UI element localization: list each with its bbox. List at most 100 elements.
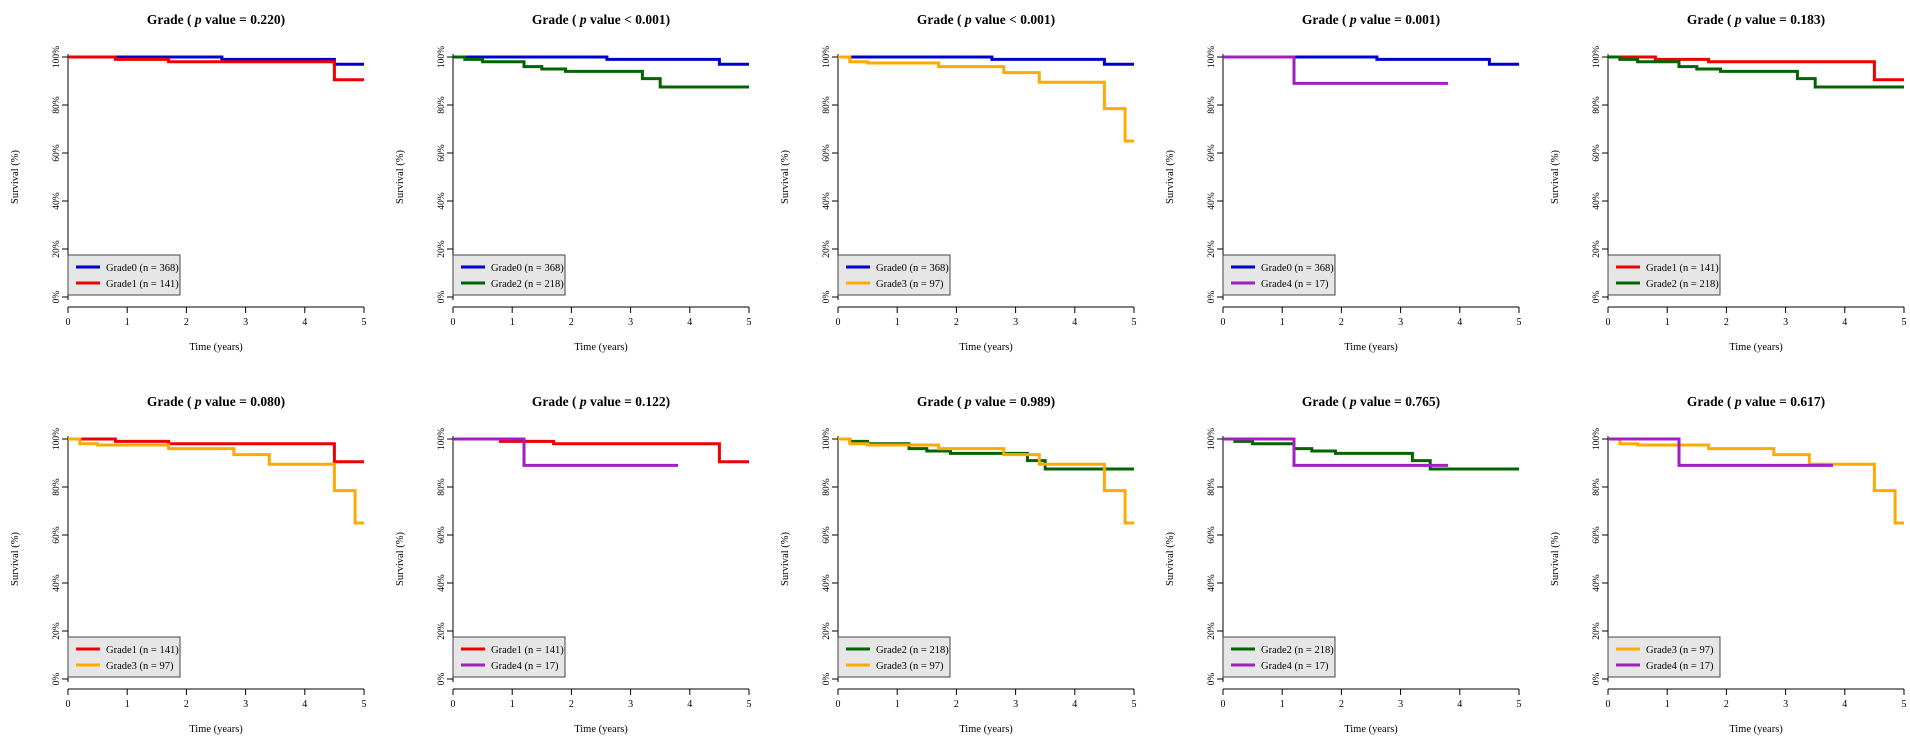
legend-label: Grade4 (n = 17) xyxy=(1261,279,1329,290)
y-tick-label: 40% xyxy=(52,574,62,592)
y-tick-label: 20% xyxy=(1592,622,1602,640)
legend-label: Grade0 (n = 368) xyxy=(1261,263,1334,274)
title-p-italic: p xyxy=(1734,394,1742,409)
title-prefix: Grade ( xyxy=(532,394,580,409)
x-axis-label: Time (years) xyxy=(1729,342,1783,353)
y-tick-label: 100% xyxy=(1207,428,1217,450)
y-tick-label: 20% xyxy=(52,622,62,640)
km-panel-10: Grade ( p value = 0.617)0%20%40%60%80%10… xyxy=(1550,394,1907,735)
x-tick-label: 5 xyxy=(1517,317,1522,328)
y-tick-label: 100% xyxy=(52,428,62,450)
title-suffix: value < 0.001) xyxy=(587,12,670,27)
chart-title: Grade ( p value < 0.001) xyxy=(917,12,1055,27)
title-suffix: value = 0.122) xyxy=(587,394,670,409)
y-tick-label: 80% xyxy=(822,96,832,114)
x-tick-label: 1 xyxy=(510,317,515,328)
x-tick-label: 3 xyxy=(1398,317,1403,328)
x-tick-label: 1 xyxy=(125,699,130,710)
x-tick-label: 0 xyxy=(451,699,456,710)
y-tick-label: 20% xyxy=(822,240,832,258)
title-p-italic: p xyxy=(579,12,587,27)
survival-curve-grade4 xyxy=(453,437,678,467)
x-tick-label: 4 xyxy=(1072,699,1077,710)
title-prefix: Grade ( xyxy=(147,12,195,27)
survival-curve-grade0 xyxy=(1223,55,1519,66)
x-axis-label: Time (years) xyxy=(189,724,243,735)
legend-label: Grade4 (n = 17) xyxy=(1646,661,1714,672)
y-axis-label: Survival (%) xyxy=(395,532,406,586)
survival-curve-grade2 xyxy=(453,55,749,89)
y-tick-label: 40% xyxy=(822,192,832,210)
x-tick-label: 0 xyxy=(1221,699,1226,710)
chart-title: Grade ( p value = 0.080) xyxy=(147,394,285,409)
title-suffix: value < 0.001) xyxy=(972,12,1055,27)
km-panel-5: Grade ( p value = 0.183)0%20%40%60%80%10… xyxy=(1550,12,1907,353)
chart-title: Grade ( p value = 0.183) xyxy=(1687,12,1825,27)
legend-box xyxy=(1607,636,1721,678)
x-tick-label: 2 xyxy=(1339,317,1344,328)
legend-label: Grade2 (n = 218) xyxy=(1261,645,1334,656)
x-tick-label: 2 xyxy=(569,699,574,710)
x-tick-label: 1 xyxy=(1280,317,1285,328)
y-tick-label: 60% xyxy=(437,144,447,162)
y-axis-label: Survival (%) xyxy=(395,150,406,204)
y-tick-label: 100% xyxy=(822,46,832,68)
y-tick-label: 0% xyxy=(1592,291,1602,304)
x-tick-label: 3 xyxy=(1398,699,1403,710)
x-tick-label: 3 xyxy=(1783,699,1788,710)
legend-box xyxy=(452,636,566,678)
x-axis-label: Time (years) xyxy=(1729,724,1783,735)
y-tick-label: 20% xyxy=(1592,240,1602,258)
y-axis-label: Survival (%) xyxy=(780,150,791,204)
chart-title: Grade ( p value = 0.765) xyxy=(1302,394,1440,409)
y-tick-label: 0% xyxy=(437,291,447,304)
x-axis-label: Time (years) xyxy=(189,342,243,353)
km-panel-9: Grade ( p value = 0.765)0%20%40%60%80%10… xyxy=(1165,394,1522,735)
y-tick-label: 100% xyxy=(1207,46,1217,68)
km-panel-4: Grade ( p value = 0.001)0%20%40%60%80%10… xyxy=(1165,12,1522,353)
y-tick-label: 0% xyxy=(437,673,447,686)
y-tick-label: 100% xyxy=(1592,428,1602,450)
x-tick-label: 3 xyxy=(1013,317,1018,328)
survival-curve-grade4 xyxy=(1223,55,1448,85)
x-tick-label: 2 xyxy=(184,699,189,710)
legend-label: Grade4 (n = 17) xyxy=(491,661,559,672)
y-axis-label: Survival (%) xyxy=(1165,150,1176,204)
y-tick-label: 80% xyxy=(1207,96,1217,114)
legend-box xyxy=(837,636,951,678)
y-tick-label: 60% xyxy=(1207,144,1217,162)
y-tick-label: 60% xyxy=(437,526,447,544)
y-tick-label: 40% xyxy=(52,192,62,210)
x-tick-label: 5 xyxy=(747,699,752,710)
y-tick-label: 100% xyxy=(437,428,447,450)
title-suffix: value = 0.080) xyxy=(202,394,285,409)
x-tick-label: 5 xyxy=(1902,699,1907,710)
legend-label: Grade3 (n = 97) xyxy=(876,661,944,672)
legend-box xyxy=(1222,254,1336,296)
y-tick-label: 80% xyxy=(1592,478,1602,496)
y-tick-label: 60% xyxy=(1592,144,1602,162)
x-axis-label: Time (years) xyxy=(959,724,1013,735)
survival-curve-grade1 xyxy=(68,55,364,82)
y-tick-label: 20% xyxy=(1207,240,1217,258)
x-tick-label: 0 xyxy=(66,317,71,328)
y-tick-label: 100% xyxy=(52,46,62,68)
legend-label: Grade0 (n = 368) xyxy=(876,263,949,274)
x-axis-label: Time (years) xyxy=(574,724,628,735)
title-prefix: Grade ( xyxy=(1302,12,1350,27)
x-tick-label: 5 xyxy=(1132,699,1137,710)
x-tick-label: 2 xyxy=(1724,317,1729,328)
survival-curve-grade2 xyxy=(1223,437,1519,471)
x-tick-label: 4 xyxy=(687,317,692,328)
survival-curve-grade3 xyxy=(1608,437,1904,525)
title-p-italic: p xyxy=(964,394,972,409)
y-tick-label: 40% xyxy=(1207,574,1217,592)
survival-curve-grade0 xyxy=(68,55,364,66)
x-tick-label: 1 xyxy=(895,317,900,328)
y-tick-label: 0% xyxy=(822,291,832,304)
x-tick-label: 0 xyxy=(451,317,456,328)
y-tick-label: 20% xyxy=(437,622,447,640)
x-tick-label: 4 xyxy=(1072,317,1077,328)
survival-curve-grade1 xyxy=(453,437,749,464)
